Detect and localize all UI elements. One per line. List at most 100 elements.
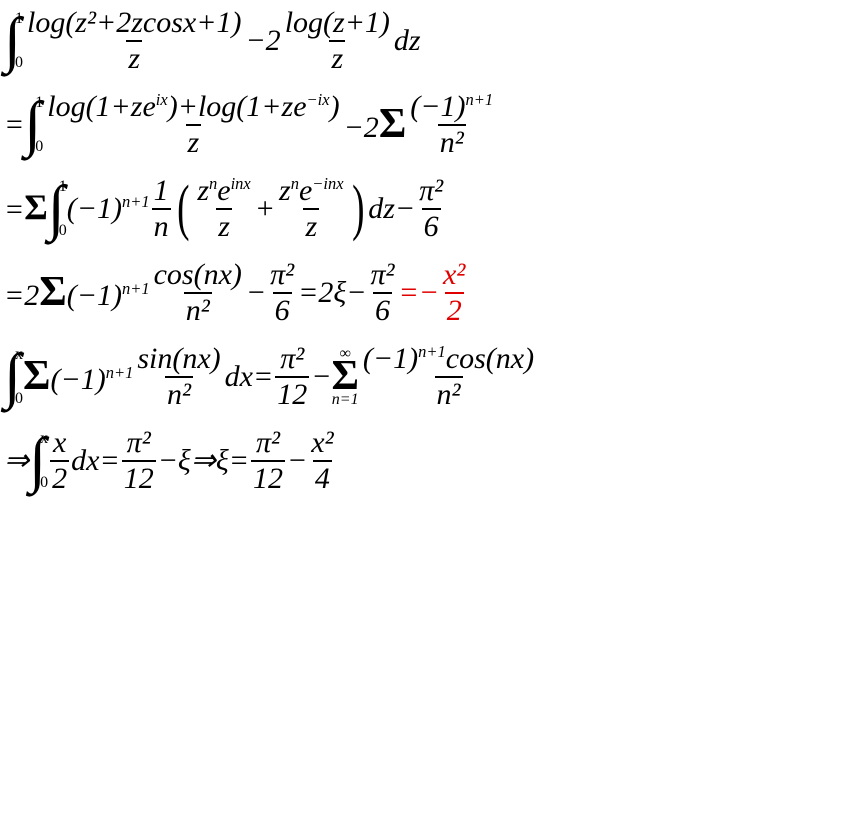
denominator: n² xyxy=(165,376,193,410)
text: dz xyxy=(394,26,421,56)
denominator: 12 xyxy=(251,460,285,494)
text: + xyxy=(255,194,275,224)
fraction: log(1+zeix)+log(1+ze−ix) z xyxy=(45,92,341,158)
exponent: n+1 xyxy=(122,192,150,211)
denominator: z xyxy=(303,208,319,242)
fraction: 1 n xyxy=(152,176,171,242)
numerator: log(z+1) xyxy=(283,8,392,40)
text: =Σ xyxy=(4,193,48,225)
left-paren: ( xyxy=(177,190,189,227)
text: − xyxy=(311,362,331,392)
upper-limit: x xyxy=(40,431,48,447)
integral: ∫ 1 0 xyxy=(24,95,43,155)
integral-limits: 1 0 xyxy=(59,179,67,239)
text: = xyxy=(4,110,24,140)
denominator: 2 xyxy=(50,460,69,494)
numerator: sin(nx) xyxy=(135,344,222,376)
lower-limit: 0 xyxy=(15,55,23,71)
right-paren: ) xyxy=(352,190,364,227)
fraction: x 2 xyxy=(50,428,69,494)
denominator: 6 xyxy=(422,208,441,242)
integral-limits: 1 0 xyxy=(35,95,43,155)
fraction: x² 4 xyxy=(309,428,335,494)
text: −2 xyxy=(245,26,280,56)
fraction: π² 6 xyxy=(417,176,445,242)
denominator: z xyxy=(216,208,232,242)
numerator: 1 xyxy=(152,176,171,208)
fraction-highlight: x² 2 xyxy=(441,260,467,326)
numerator: π² xyxy=(254,428,282,460)
integral: ∫ x 0 xyxy=(29,431,48,491)
denominator: z xyxy=(329,40,345,74)
numerator: π² xyxy=(125,428,153,460)
numerator: π² xyxy=(417,176,445,208)
numerator: (−1)n+1 xyxy=(408,92,495,124)
fraction: zne−inx z xyxy=(277,176,346,242)
denominator: z xyxy=(186,124,202,158)
numerator: π² xyxy=(278,344,306,376)
text: =2Σ(−1)n+1 xyxy=(4,276,150,311)
denominator: 4 xyxy=(313,460,332,494)
text: − xyxy=(246,278,266,308)
fraction: π² 6 xyxy=(369,260,397,326)
integral: ∫ x 0 xyxy=(4,347,23,407)
numerator: log(1+zeix)+log(1+ze−ix) xyxy=(45,92,341,124)
text: dx= xyxy=(225,362,274,392)
fraction: π² 12 xyxy=(251,428,285,494)
integral-limits: x 0 xyxy=(40,431,48,491)
numerator: cos(nx) xyxy=(152,260,244,292)
numerator: x² xyxy=(309,428,335,460)
equation-line-5: ∫ x 0 Σ(−1)n+1 sin(nx) n² dx= π² 12 − ∞ … xyxy=(4,344,850,410)
fraction: π² 12 xyxy=(122,428,156,494)
text: ⇒ xyxy=(4,446,29,476)
fraction: π² 6 xyxy=(268,260,296,326)
denominator: 2 xyxy=(445,292,464,326)
equation-line-6: ⇒ ∫ x 0 x 2 dx= π² 12 −ξ⇒ξ= π² 12 − x² 4 xyxy=(4,428,850,494)
integral-limits: 1 0 xyxy=(15,11,23,71)
summation: ∞ Σ n=1 xyxy=(331,346,358,408)
text: dz− xyxy=(368,194,415,224)
fraction: (−1)n+1cos(nx) n² xyxy=(361,344,536,410)
numerator: zneinx xyxy=(195,176,252,208)
numerator: π² xyxy=(369,260,397,292)
denominator: 6 xyxy=(273,292,292,326)
integral-limits: x 0 xyxy=(15,347,23,407)
integral: ∫ 1 0 xyxy=(48,179,67,239)
numerator: zne−inx xyxy=(277,176,346,208)
fraction: log(z²+2zcosx+1) z xyxy=(25,8,243,74)
equation-line-1: ∫ 1 0 log(z²+2zcosx+1) z −2 log(z+1) z d… xyxy=(4,8,850,74)
lower-limit: 0 xyxy=(40,475,48,491)
text: −2Σ xyxy=(344,108,407,143)
numerator: π² xyxy=(268,260,296,292)
lower-limit: 0 xyxy=(59,223,67,239)
text: Σ(−1)n+1 xyxy=(23,360,133,395)
equation-line-4: =2Σ(−1)n+1 cos(nx) n² − π² 6 =2ξ− π² 6 =… xyxy=(4,260,850,326)
denominator: 6 xyxy=(373,292,392,326)
integral: ∫ 1 0 xyxy=(4,11,23,71)
text: ) xyxy=(330,90,340,123)
denominator: n² xyxy=(435,376,463,410)
denominator: n² xyxy=(184,292,212,326)
text: dx= xyxy=(71,446,120,476)
equation-line-3: =Σ ∫ 1 0 (−1)n+1 1 n ( zneinx z + zne−in… xyxy=(4,176,850,242)
denominator: 12 xyxy=(122,460,156,494)
exponent: ix xyxy=(156,90,168,109)
lower-limit: 0 xyxy=(35,139,43,155)
fraction: π² 12 xyxy=(275,344,309,410)
fraction: sin(nx) n² xyxy=(135,344,222,410)
text: −ξ⇒ξ= xyxy=(158,446,249,476)
text: − xyxy=(287,446,307,476)
denominator: n xyxy=(152,208,171,242)
numerator: x² xyxy=(441,260,467,292)
numerator: log(z²+2zcosx+1) xyxy=(25,8,243,40)
exponent: −ix xyxy=(307,90,330,109)
numerator: x xyxy=(51,428,68,460)
fraction: log(z+1) z xyxy=(283,8,392,74)
denominator: 12 xyxy=(275,376,309,410)
text: )+log(1+ze xyxy=(168,90,307,123)
denominator: z xyxy=(126,40,142,74)
fraction: cos(nx) n² xyxy=(152,260,244,326)
upper-limit: 1 xyxy=(59,179,67,195)
sum-lower: n=1 xyxy=(332,392,359,408)
upper-limit: 1 xyxy=(15,11,23,27)
